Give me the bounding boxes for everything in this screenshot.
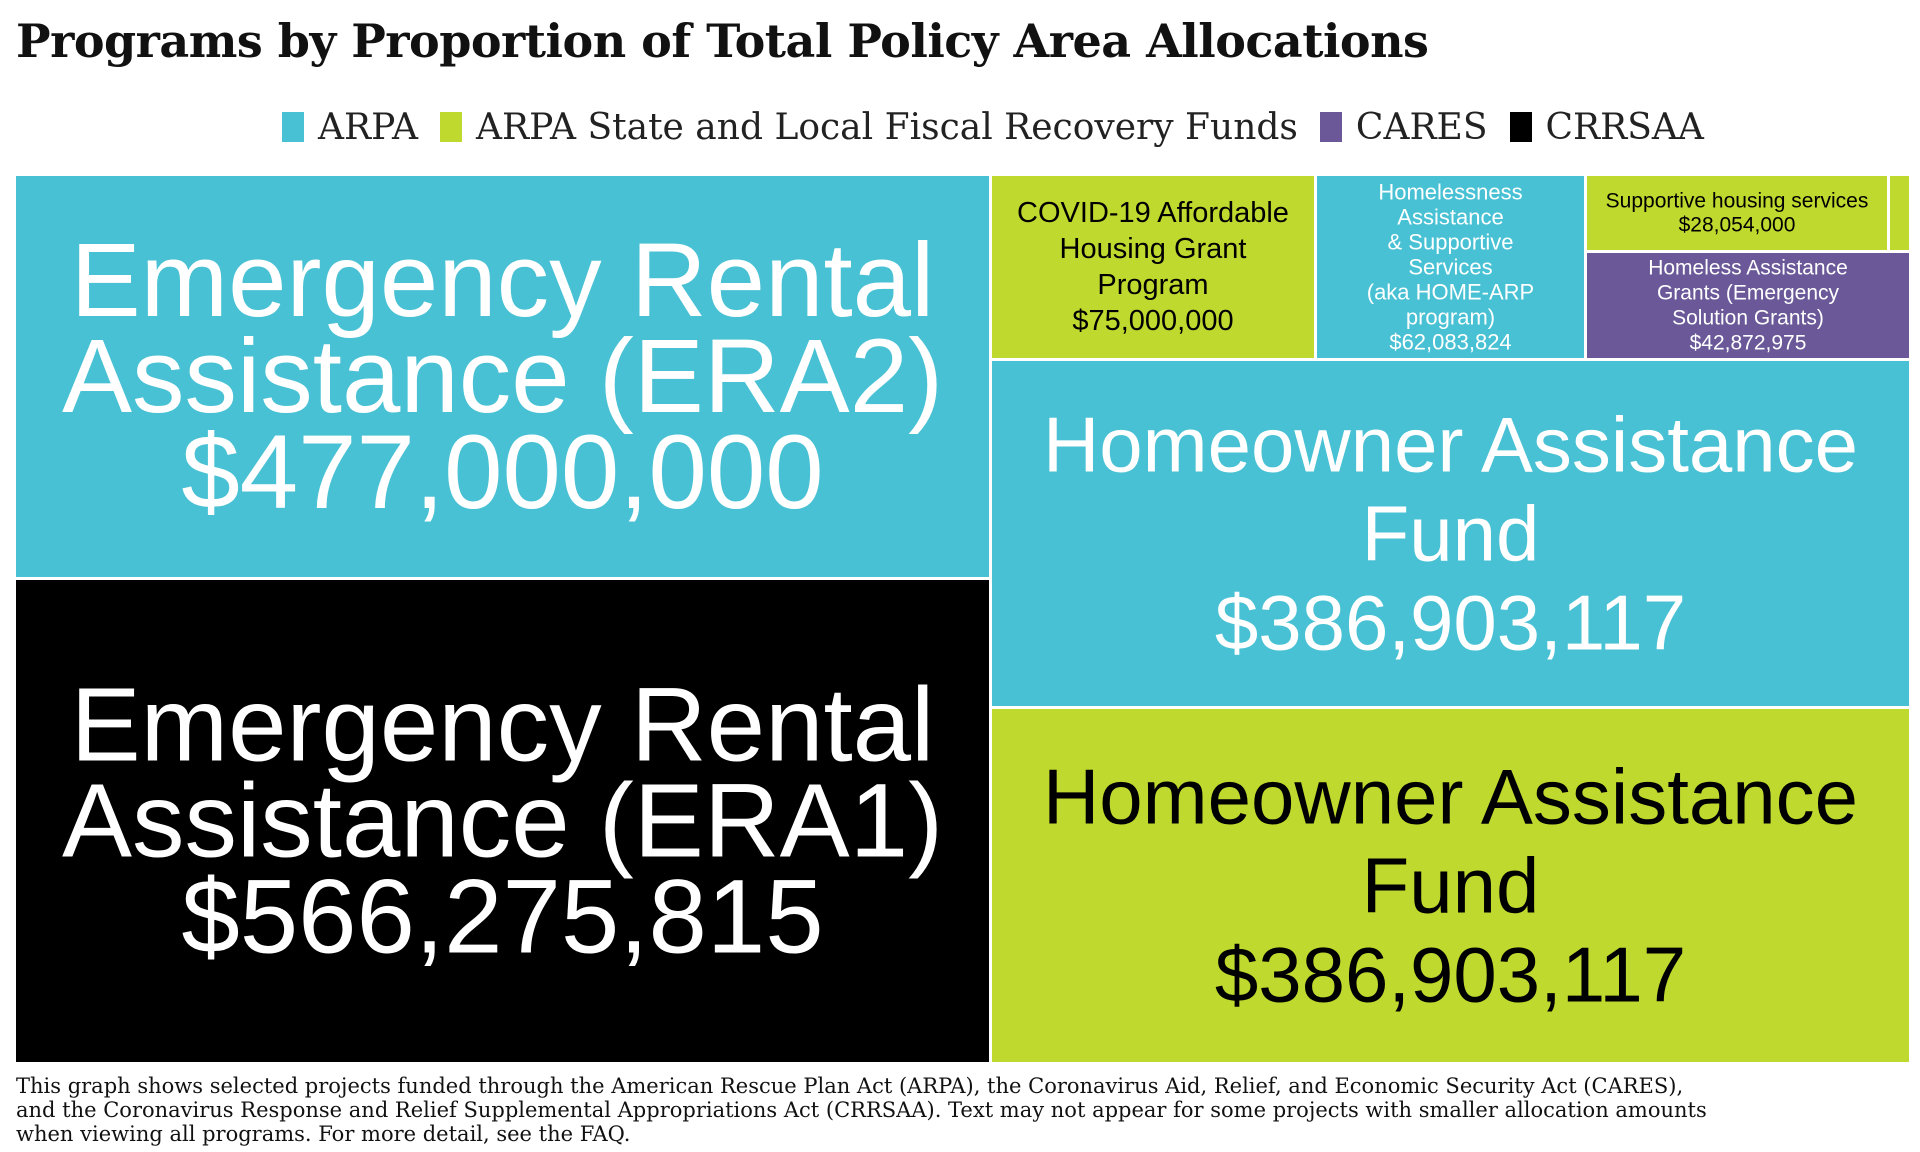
tile-value-label: $62,083,824 bbox=[1389, 330, 1511, 355]
tile-label-line: Supportive housing services bbox=[1606, 190, 1869, 213]
legend: ARPA ARPA State and Local Fiscal Recover… bbox=[282, 104, 1726, 150]
treemap-tile-rect bbox=[1587, 253, 1909, 358]
legend-item-arpa[interactable]: ARPA bbox=[282, 107, 418, 148]
tile-value-label: $386,903,117 bbox=[1215, 931, 1686, 1019]
chart-title: Programs by Proportion of Total Policy A… bbox=[16, 14, 1429, 68]
treemap-tile-rect bbox=[992, 361, 1909, 706]
treemap-tile-rect bbox=[16, 580, 989, 1062]
treemap-tile-rect bbox=[16, 176, 989, 577]
legend-swatch-cares bbox=[1319, 112, 1342, 142]
legend-label-arpa: ARPA bbox=[318, 106, 419, 148]
legend-swatch-crrsaa bbox=[1509, 112, 1532, 142]
tile-label-line: Homeowner Assistance bbox=[1043, 401, 1858, 489]
tile-label-line: COVID-19 Affordable bbox=[1017, 197, 1289, 229]
tile-label-line: Emergency Rental bbox=[71, 222, 935, 339]
tile-value-label: $477,000,000 bbox=[181, 414, 823, 531]
tile-label-line: Housing Grant bbox=[1060, 233, 1247, 265]
legend-swatch-arpa bbox=[282, 112, 304, 142]
legend-swatch-arpa-slfrf bbox=[440, 112, 463, 142]
tile-value-label: $42,872,975 bbox=[1690, 332, 1807, 355]
treemap-tile-rect bbox=[1587, 176, 1887, 250]
treemap-tile[interactable]: Supportive housing services$28,054,000 bbox=[1587, 176, 1887, 250]
tile-label-line: Assistance bbox=[1397, 205, 1503, 230]
treemap-tile-rect bbox=[1890, 176, 1909, 250]
tile-label-line: Assistance (ERA2) bbox=[62, 318, 943, 435]
tile-label-line: Emergency Rental bbox=[71, 667, 935, 784]
tile-label-line: & Supportive bbox=[1388, 230, 1514, 255]
tile-label-line: Solution Grants) bbox=[1672, 307, 1824, 330]
legend-item-arpa-slfrf[interactable]: ARPA State and Local Fiscal Recovery Fun… bbox=[440, 107, 1298, 148]
tile-value-label: $75,000,000 bbox=[1072, 305, 1233, 337]
legend-item-cares[interactable]: CARES bbox=[1319, 106, 1488, 148]
treemap-tile-rect bbox=[992, 176, 1314, 358]
treemap-tile[interactable]: COVID-19 Affordable Housing Grant Program $… bbox=[992, 176, 1314, 358]
treemap-tile-rect bbox=[992, 709, 1909, 1062]
tile-label-line: Grants (Emergency bbox=[1657, 282, 1840, 305]
tile-label-line: Homelessness bbox=[1378, 180, 1522, 205]
tile-value-label: $566,275,815 bbox=[181, 859, 823, 976]
tile-label-line: Fund bbox=[1362, 842, 1540, 930]
treemap-tile-rect bbox=[1317, 176, 1584, 358]
tile-label-line: program) bbox=[1406, 305, 1495, 330]
tile-label-line: Homeless Assistance bbox=[1648, 257, 1848, 280]
treemap-tile[interactable] bbox=[1890, 176, 1909, 250]
footnote: This graph shows selected projects funde… bbox=[16, 1074, 1707, 1146]
tile-label-line: (aka HOME-ARP bbox=[1367, 280, 1534, 305]
legend-label-arpa-slfrf: ARPA State and Local Fiscal Recovery Fun… bbox=[476, 106, 1298, 148]
tile-label-line: Fund bbox=[1362, 490, 1540, 578]
tile-value-label: $386,903,117 bbox=[1215, 579, 1686, 667]
legend-label-crrsaa: CRRSAA bbox=[1545, 106, 1704, 148]
tile-label-line: Assistance (ERA1) bbox=[62, 763, 943, 880]
tile-label-line: Services bbox=[1408, 255, 1492, 280]
tile-value-label: $28,054,000 bbox=[1679, 214, 1796, 237]
legend-item-crrsaa[interactable]: CRRSAA bbox=[1509, 106, 1704, 148]
tile-label-line: Homeowner Assistance bbox=[1043, 753, 1858, 841]
legend-label-cares: CARES bbox=[1355, 106, 1488, 148]
tile-label-line: Program bbox=[1097, 269, 1208, 301]
